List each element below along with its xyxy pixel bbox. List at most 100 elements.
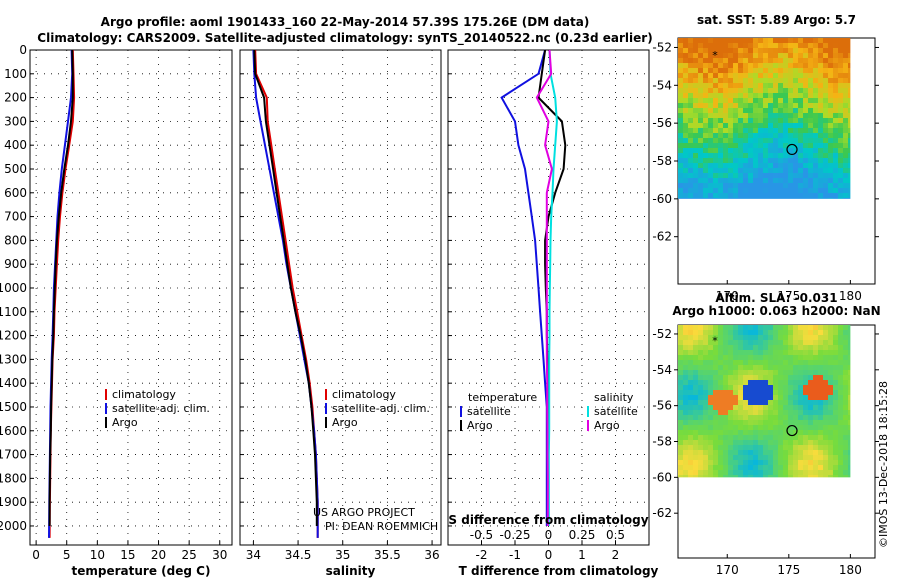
y-tick-label: 1500 (0, 400, 27, 414)
top-tick-label: 0 (545, 528, 553, 542)
x-tick-label: 2 (612, 548, 620, 562)
x-tick-label: -2 (476, 548, 488, 562)
x-tick-label: 1 (578, 548, 586, 562)
x-tick-label: 25 (182, 548, 197, 562)
y-tick-label: 900 (4, 257, 27, 271)
float-position-marker (786, 424, 798, 437)
x-tick-label: 5 (63, 548, 71, 562)
map-panel-2: -52 -54 -56 -58 -60 -62 170 175 180 * Altim. SLA: … (652, 291, 880, 577)
x-tick-label: 0 (32, 548, 40, 562)
y-tick-label: 700 (4, 210, 27, 224)
x-tick-label: 36 (424, 548, 439, 562)
map-title: sat. SST: 5.89 Argo: 5.7 (697, 13, 856, 27)
legend-label: Argo (112, 416, 138, 429)
plot-frame (29, 49, 233, 546)
top-axis-label: S difference from climatology (448, 513, 648, 527)
y-tick-label: -62 (652, 230, 672, 244)
map-field (678, 325, 851, 478)
x-tick-label: 180 (839, 563, 862, 577)
legend-label: climatology (112, 388, 176, 401)
y-tick-label: 300 (4, 114, 27, 128)
legend-label: Argo (467, 419, 493, 432)
y-tick-label: -58 (652, 154, 672, 168)
y-tick-label: -52 (652, 327, 672, 341)
y-tick-label: 1800 (0, 471, 27, 485)
profile-panel-1: 0100200300400500600700800900100011001200… (0, 43, 233, 578)
legend-label: satellite-adj. clim. (332, 402, 430, 415)
float-position-marker (786, 143, 798, 156)
title-line1: Argo profile: aoml 1901433_160 22-May-20… (101, 15, 590, 30)
y-tick-label: 2000 (0, 519, 27, 533)
y-tick-label: 0 (19, 43, 27, 57)
x-tick-label: 35 (335, 548, 350, 562)
y-tick-label: 100 (4, 67, 27, 81)
x-axis-label: T difference from climatology (459, 564, 659, 578)
credit-line1: US ARGO PROJECT (313, 506, 415, 519)
top-tick-label: -0.5 (470, 528, 493, 542)
legend-label: Argo (332, 416, 358, 429)
top-tick-label: 0.5 (606, 528, 625, 542)
series-line (48, 49, 74, 526)
top-tick-label: 0.25 (569, 528, 596, 542)
credit-line2: PI: DEAN ROEMMICH (325, 520, 438, 533)
x-axis-label: salinity (326, 564, 376, 578)
legend-diff: temperature salinitysatelliteArgosatellit… (460, 391, 638, 432)
x-tick-label: 0 (545, 548, 553, 562)
y-tick-label: 400 (4, 138, 27, 152)
x-tick-label: 34.5 (285, 548, 312, 562)
x-tick-label: 35.5 (374, 548, 401, 562)
y-tick-label: 1400 (0, 376, 27, 390)
y-tick-label: -54 (652, 78, 672, 92)
y-tick-label: -54 (652, 363, 672, 377)
x-tick-label: 170 (716, 289, 739, 303)
legend-title-salinity: salinity (594, 391, 634, 404)
y-tick-label: 1600 (0, 424, 27, 438)
y-tick-label: -56 (652, 116, 672, 130)
map-panel-1: -52 -54 -56 -58 -60 -62 170 175 180 * sat. SST: 5.… (652, 13, 879, 303)
star-marker: * (712, 49, 718, 62)
y-tick-label: 1200 (0, 329, 27, 343)
x-tick-label: 20 (151, 548, 166, 562)
series-line (253, 49, 318, 526)
y-tick-label: -60 (652, 192, 672, 206)
y-tick-label: 600 (4, 186, 27, 200)
x-tick-label: 10 (90, 548, 105, 562)
map-title: Altim. SLA: -0.031 (715, 291, 837, 305)
x-tick-label: 170 (716, 563, 739, 577)
y-tick-label: 800 (4, 233, 27, 247)
legend-label: Argo (594, 419, 620, 432)
y-tick-label: 1700 (0, 448, 27, 462)
plot-frame (239, 49, 442, 546)
x-tick-label: 180 (839, 289, 862, 303)
legend-label: climatology (332, 388, 396, 401)
y-tick-label: 500 (4, 162, 27, 176)
profile-panel-2: 34 34.5 35 35.5 36 salinity (239, 49, 442, 578)
timestamp: ©IMOS 13-Dec-2018 18:15:28 (877, 381, 890, 548)
legend-label: satellite (594, 405, 638, 418)
y-tick-label: 200 (4, 91, 27, 105)
x-axis-label: temperature (deg C) (72, 564, 211, 578)
legend-label: satellite-adj. clim. (112, 402, 210, 415)
legend-title-temperature: temperature (468, 391, 537, 404)
x-tick-label: 175 (777, 563, 800, 577)
star-marker: * (712, 335, 718, 348)
top-tick-label: -0.25 (499, 528, 530, 542)
y-tick-label: -62 (652, 506, 672, 520)
x-tick-label: 30 (212, 548, 227, 562)
map-subtitle: Argo h1000: 0.063 h2000: NaN (672, 304, 880, 318)
title-line2: Climatology: CARS2009. Satellite-adjuste… (37, 31, 652, 46)
y-tick-label: -52 (652, 40, 672, 54)
y-tick-label: 1900 (0, 495, 27, 509)
legend-label: satellite (467, 405, 511, 418)
series-line (547, 49, 558, 526)
x-tick-label: 34 (246, 548, 261, 562)
series-line (535, 49, 553, 526)
profile-panel-3: -2 -1 0 1 2 T difference from climatology (447, 49, 659, 578)
y-tick-label: -58 (652, 435, 672, 449)
y-tick-label: -60 (652, 470, 672, 484)
y-tick-label: 1300 (0, 352, 27, 366)
map-field (678, 38, 851, 199)
